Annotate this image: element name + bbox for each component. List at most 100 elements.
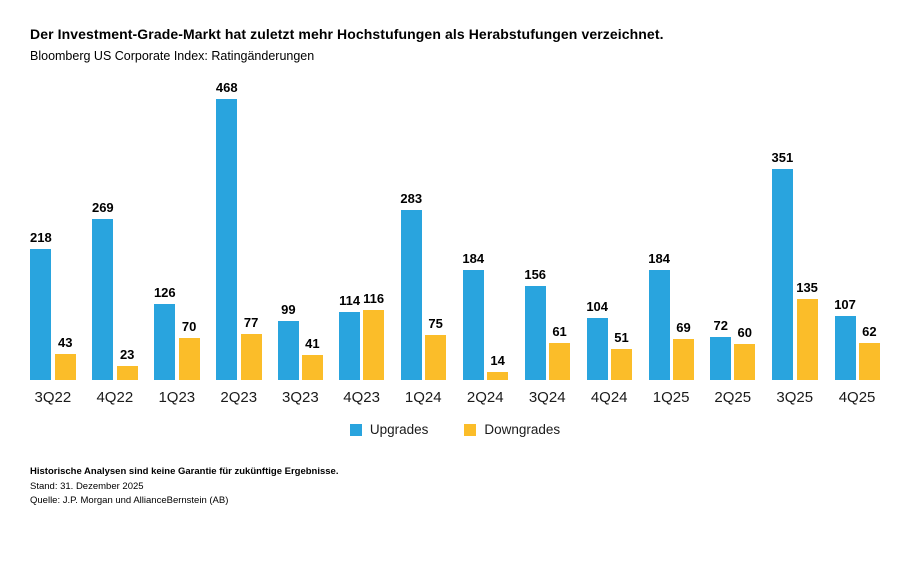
downgrades-bar-column: 77 — [240, 315, 262, 380]
upgrades-bar — [154, 304, 176, 380]
downgrades-bar-column: 41 — [301, 336, 323, 380]
bar-pair: 468 77 — [216, 80, 262, 380]
bar-value-label: 114 — [339, 293, 361, 308]
bar-value-label: 77 — [243, 315, 259, 330]
downgrades-bar — [54, 354, 76, 380]
legend-label-upgrades: Upgrades — [369, 422, 429, 437]
upgrades-bar — [92, 219, 114, 380]
upgrades-bar-column: 114 — [339, 293, 361, 380]
downgrades-bar — [734, 344, 756, 380]
bar-pair: 184 69 — [648, 251, 694, 380]
category-label: 4Q23 — [343, 389, 380, 406]
bar-group: 104 51 4Q24 — [586, 299, 633, 406]
bar-value-label: 116 — [363, 291, 385, 306]
footer: Historische Analysen sind keine Garantie… — [30, 465, 880, 509]
page: Der Investment-Grade-Markt hat zuletzt m… — [30, 26, 880, 509]
category-label: 3Q22 — [34, 389, 72, 406]
upgrades-bar-column: 184 — [648, 251, 670, 380]
downgrades-bar — [487, 372, 509, 380]
category-label: 3Q23 — [282, 389, 319, 406]
upgrades-bar — [216, 99, 238, 380]
downgrades-bar-column: 51 — [611, 330, 633, 380]
upgrades-bar — [400, 210, 422, 380]
downgrades-bar — [672, 339, 694, 380]
downgrades-bar-column: 116 — [363, 291, 385, 380]
downgrades-bar-column: 23 — [116, 347, 138, 380]
upgrades-bar — [524, 286, 546, 380]
upgrades-bar — [710, 337, 732, 380]
bar-value-label: 60 — [737, 325, 752, 340]
bar-value-label: 69 — [676, 320, 691, 335]
downgrades-bar-column: 75 — [425, 316, 447, 380]
downgrades-bar — [116, 366, 138, 380]
downgrades-bar-column: 70 — [178, 319, 200, 380]
bar-pair: 351 135 — [772, 150, 818, 380]
bar-group: 351 135 3Q25 — [772, 150, 818, 406]
bar-pair: 218 43 — [30, 230, 76, 380]
downgrades-bar — [858, 343, 880, 380]
bar-value-label: 184 — [648, 251, 670, 266]
downgrades-bar-column: 62 — [858, 324, 880, 380]
upgrades-bar — [462, 270, 484, 380]
chart-title: Der Investment-Grade-Markt hat zuletzt m… — [30, 26, 664, 42]
bar-value-label: 283 — [400, 191, 423, 206]
bar-group: 107 62 4Q25 — [834, 297, 880, 406]
downgrades-bar — [363, 310, 385, 380]
bar-value-label: 135 — [796, 280, 818, 295]
upgrades-swatch-icon — [349, 423, 362, 436]
upgrades-bar-column: 218 — [30, 230, 52, 380]
bar-value-label: 43 — [57, 335, 73, 350]
bar-value-label: 156 — [524, 267, 547, 282]
category-label: 1Q25 — [652, 389, 690, 406]
downgrades-bar-column: 135 — [796, 280, 818, 380]
disclaimer-text: Historische Analysen sind keine Garantie… — [30, 466, 339, 477]
category-label: 3Q24 — [528, 389, 566, 406]
upgrades-bar-column: 184 — [462, 251, 484, 380]
bar-value-label: 218 — [30, 230, 52, 245]
downgrades-bar-column: 61 — [549, 324, 571, 380]
category-label: 1Q24 — [404, 389, 442, 406]
bar-group: 99 41 3Q23 — [277, 302, 323, 406]
bar-value-label: 72 — [713, 318, 728, 333]
upgrades-bar-column: 269 — [92, 200, 114, 380]
bar-value-label: 41 — [305, 336, 320, 351]
bar-pair: 126 70 — [154, 285, 200, 380]
bar-value-label: 351 — [771, 150, 794, 165]
bar-pair: 156 61 — [524, 267, 571, 380]
bar-chart: 218 43 3Q22 269 23 4Q22 126 70 1Q23 468 77 2Q23 99 41… — [30, 80, 880, 406]
bar-group: 184 69 1Q25 — [648, 251, 694, 406]
upgrades-bar — [834, 316, 856, 380]
upgrades-bar — [771, 169, 793, 380]
bar-group: 72 60 2Q25 — [710, 318, 756, 406]
bar-value-label: 61 — [552, 324, 567, 339]
legend-item-downgrades: Downgrades — [464, 422, 560, 437]
bar-pair: 269 23 — [92, 200, 138, 380]
bar-pair: 104 51 — [586, 299, 633, 380]
chart-subtitle: Bloomberg US Corporate Index: Ratingände… — [30, 49, 315, 63]
bar-value-label: 14 — [490, 353, 505, 368]
category-label: 4Q24 — [590, 389, 628, 406]
bar-value-label: 51 — [614, 330, 629, 345]
category-label: 4Q25 — [838, 389, 876, 406]
downgrades-bar-column: 69 — [672, 320, 694, 380]
downgrades-bar-column: 43 — [54, 335, 76, 380]
bar-value-label: 269 — [91, 200, 114, 215]
bar-value-label: 104 — [586, 299, 609, 314]
upgrades-bar-column: 283 — [400, 191, 422, 380]
downgrades-bar — [425, 335, 447, 380]
as-of-date: Stand: 31. Dezember 2025 — [30, 480, 144, 492]
bar-group: 126 70 1Q23 — [154, 285, 200, 406]
bar-group: 269 23 4Q22 — [92, 200, 138, 406]
bar-group: 184 14 2Q24 — [462, 251, 509, 406]
upgrades-bar — [586, 318, 608, 380]
upgrades-bar-column: 72 — [710, 318, 732, 380]
bar-pair: 114 116 — [339, 291, 385, 380]
upgrades-bar-column: 107 — [834, 297, 856, 380]
category-label: 2Q24 — [466, 389, 504, 406]
downgrades-bar — [301, 355, 323, 380]
upgrades-bar — [277, 321, 299, 380]
downgrades-bar — [796, 299, 818, 380]
bar-group: 283 75 1Q24 — [400, 191, 447, 406]
upgrades-bar-column: 468 — [216, 80, 238, 380]
source-text: Quelle: J.P. Morgan und AllianceBernstei… — [30, 495, 229, 507]
